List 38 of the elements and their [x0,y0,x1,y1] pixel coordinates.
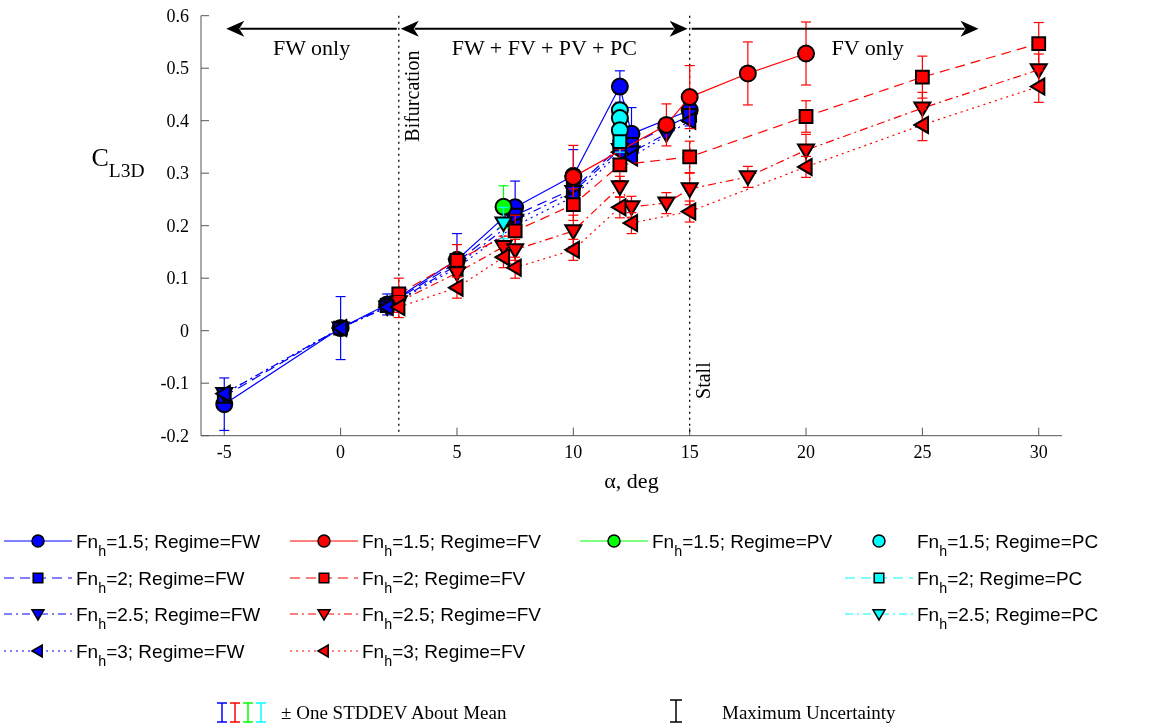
x-tick-label: 15 [680,441,699,462]
legend-label: Fn$_{h}$=3; Regime=FW [76,641,245,669]
y-tick-label: 0.1 [166,268,189,289]
text: Maximum Uncertainty [722,702,897,723]
x-tick-label: -5 [216,441,232,462]
legend-label: Fn$_{h}$=2; Regime=FV [362,568,526,596]
ref-line-label: Bifurcation [400,50,423,142]
y-tick-label: 0.6 [166,5,189,26]
x-tick-label: 20 [797,441,816,462]
legend-label: Fn$_{h}$=3; Regime=FV [362,641,526,669]
y-tick-label: 0.5 [166,58,189,79]
y-tick-label: 0.2 [166,215,189,236]
y-tick-label: 0 [180,320,189,341]
annotation: FV only [831,34,904,60]
x-tick-label: 30 [1029,441,1048,462]
legend-label: Fn$_{h}$=1.5; Regime=PC [917,531,1099,559]
y-tick-label: -0.1 [160,373,189,394]
x-tick-label: 25 [913,441,932,462]
legend-label: Fn$_{h}$=2.5; Regime=FW [76,604,261,632]
annotation: FW only [272,34,351,60]
legend-label: Fn$_{h}$=1.5; Regime=FV [362,531,542,559]
legend-label: Fn$_{h}$=1.5; Regime=FW [76,531,261,559]
text: ± One STDDEV About Mean [281,702,507,723]
y-axis-title: C$_{L3D}$ [91,142,145,181]
x-tick-label: 5 [452,441,462,462]
legend-label: Fn$_{h}$=2; Regime=FW [76,568,245,596]
y-tick-label: -0.2 [160,425,189,446]
y-tick-label: 0.4 [166,110,189,131]
annotation: FW + FV + PV + PC [451,34,637,60]
legend-label: Fn$_{h}$=1.5; Regime=PV [652,531,833,559]
legend-label: Fn$_{h}$=2.5; Regime=FV [362,604,542,632]
x-axis-title: α, deg [604,467,659,493]
legend-label: Fn$_{h}$=2; Regime=PC [917,568,1083,596]
legend-label: Fn$_{h}$=2.5; Regime=PC [917,604,1099,632]
x-tick-label: 10 [564,441,583,462]
ref-line-label: Stall [691,361,714,399]
y-tick-label: 0.3 [166,163,189,184]
x-tick-label: 0 [336,441,346,462]
